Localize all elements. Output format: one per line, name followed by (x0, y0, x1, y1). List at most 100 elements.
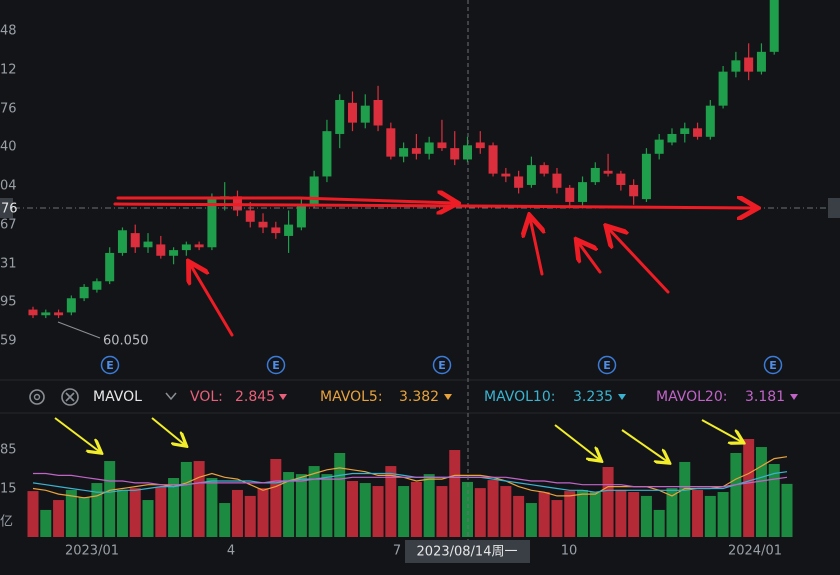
candle-body (117, 230, 127, 253)
candle-body (130, 233, 140, 248)
annotation-line (113, 204, 755, 208)
volume-tick-label: 85 (0, 443, 17, 458)
volume-bar (692, 489, 704, 537)
candle-body (603, 170, 613, 174)
candle-body (578, 182, 588, 202)
candle-body (386, 128, 396, 157)
volume-bar (180, 461, 192, 537)
toolbar: MAVOL VOL: 2.845 MAVOL5: 3.382 MAVOL10: 3.2… (29, 388, 798, 406)
dropdown-icon[interactable] (165, 392, 177, 401)
volume-tick-label: 15 (0, 482, 17, 497)
crosshair-price-box (0, 198, 13, 218)
candle-body (526, 165, 536, 185)
crosshair-right-box (828, 198, 840, 218)
volume-tick-label: 亿 (0, 515, 13, 530)
volume-bar (717, 492, 729, 537)
volume-bar (577, 489, 589, 537)
candle-body (718, 71, 728, 106)
candle-body (54, 312, 64, 316)
legend-caret (444, 394, 452, 400)
legend-value: 3.235 (573, 389, 613, 405)
volume-bar (487, 480, 499, 537)
volume-bar (334, 453, 346, 537)
annotation-arrow (554, 424, 600, 460)
event-icon (432, 355, 452, 375)
candle-body (411, 148, 421, 154)
volume-bar (398, 486, 410, 537)
y-tick-label: 12 (0, 63, 17, 78)
candle-body (590, 167, 600, 183)
candle-body (680, 128, 690, 134)
y-tick-label: 76 (0, 102, 17, 117)
x-tick-label: 2023/01 (65, 544, 119, 559)
volume-bar (308, 466, 320, 537)
candle-body (705, 105, 715, 137)
annotation-arrow (578, 242, 602, 274)
volume-bar (231, 489, 243, 537)
volume-bar (410, 481, 422, 537)
legend-name: MAVOL10: (484, 389, 555, 405)
volume-bar (155, 486, 167, 537)
close-icon[interactable] (61, 388, 79, 406)
candle-body (194, 244, 204, 248)
candle-body (731, 60, 741, 72)
volume-bar (615, 489, 627, 537)
volume-bar (704, 495, 716, 537)
min-label: 60.050 (103, 334, 149, 349)
candle-body (399, 148, 409, 157)
volume-bar (295, 474, 307, 537)
candle-body (335, 99, 345, 134)
candle-body (667, 133, 677, 143)
event-icon (597, 355, 617, 375)
candle-body (156, 244, 166, 256)
volume-bar (628, 492, 640, 537)
volume-bar (500, 486, 512, 537)
candle-body (296, 204, 306, 228)
volume-bar (653, 509, 665, 537)
candle-body (373, 99, 383, 126)
volume-bar (781, 483, 793, 537)
y-tick-label: 67 (0, 218, 17, 233)
legend-caret (618, 394, 626, 400)
candle-body (565, 187, 575, 202)
candle-body (450, 148, 460, 160)
settings-icon[interactable] (29, 389, 45, 405)
candle-body (309, 176, 319, 205)
volume-bar (116, 489, 128, 537)
candle-body (552, 173, 562, 188)
candle-body (641, 153, 651, 200)
settings-icon-core (33, 393, 41, 401)
legend-caret (790, 394, 798, 400)
volume-bar (449, 450, 461, 537)
candle-body (245, 210, 255, 222)
candle-body (271, 227, 281, 234)
vol-value: 2.845 (235, 389, 275, 405)
vol-caret[interactable] (279, 394, 287, 400)
candle-body (424, 142, 434, 154)
volume-bar (423, 474, 435, 537)
volume-bar (65, 489, 77, 537)
event-icon (266, 355, 286, 375)
candle-body (693, 128, 703, 137)
candle-body (488, 145, 498, 174)
volume-bar (385, 466, 397, 537)
volume-bar (513, 495, 525, 537)
ma-line (33, 472, 788, 488)
candle-body (539, 165, 549, 174)
volume-bar (219, 503, 231, 537)
candle-body (360, 105, 370, 123)
event-label: E (769, 359, 777, 372)
indicator-name[interactable]: MAVOL (93, 389, 142, 405)
x-tick-label: 10 (561, 544, 578, 559)
volume-bar (666, 488, 678, 537)
y-tick-label: 48 (0, 24, 17, 39)
y-tick-label: 31 (0, 257, 17, 272)
annotation-arrow (608, 228, 670, 294)
candle-body (744, 57, 754, 72)
volume-bar (640, 495, 652, 537)
volume-bar (538, 492, 550, 537)
volume-bar (78, 497, 90, 537)
candle-body (322, 131, 332, 177)
ma-line (32, 471, 788, 493)
candle-body (66, 298, 76, 313)
